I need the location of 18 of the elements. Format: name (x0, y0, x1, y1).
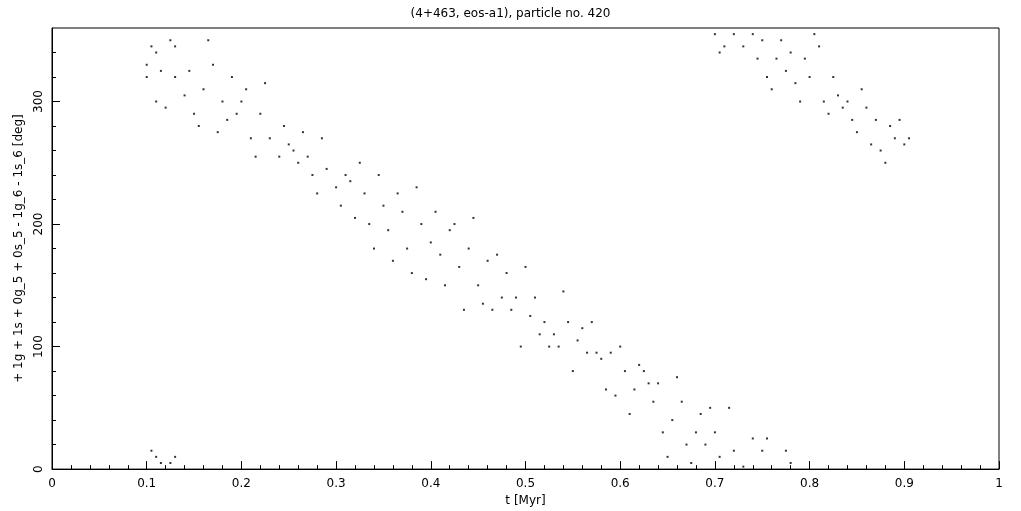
x-tick-label: 0.3 (326, 476, 346, 491)
x-tick-label: 0.7 (705, 476, 725, 491)
chart-title: (4+463, eos-a1), particle no. 420 (410, 6, 611, 20)
x-tick-label: 0.1 (137, 476, 157, 491)
x-tick-label: 0.8 (800, 476, 820, 491)
x-tick-label: 1 (995, 476, 1003, 491)
x-tick-label: 0.9 (894, 476, 914, 491)
y-tick-label: 100 (31, 335, 45, 359)
x-tick-label: 0 (48, 476, 56, 491)
x-tick-label: 0.5 (515, 476, 536, 491)
y-tick-label: 300 (31, 90, 45, 113)
y-axis-title: + 1g + 1s + 0g_5 + 0s_5 - 1g_6 - 1s_6 [deg] (11, 114, 26, 383)
x-tick-label: 0.6 (610, 476, 630, 491)
x-axis-title: t [Myr] (505, 493, 546, 507)
x-tick-label: 0.4 (421, 476, 441, 491)
y-tick-label: 200 (31, 212, 45, 236)
y-tick-label: 0 (31, 465, 45, 473)
x-tick-label: 0.2 (231, 476, 251, 491)
